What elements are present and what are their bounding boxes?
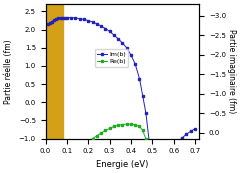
Bar: [46, 4, 63, 139]
Line: Im(b): Im(b): [47, 16, 196, 173]
Im(b): [172, 146, 175, 148]
Im(b): [149, 148, 152, 151]
Im(b): [181, 137, 184, 139]
Im(b): [176, 141, 179, 143]
Im(b): [57, 17, 60, 19]
X-axis label: Energie (eV): Energie (eV): [96, 160, 149, 169]
Im(b): [100, 25, 102, 27]
Im(b): [104, 28, 107, 30]
Re(b): [78, 146, 81, 148]
Legend: Im(b), Re(b): Im(b), Re(b): [95, 49, 128, 67]
Re(b): [144, 138, 147, 140]
Re(b): [74, 148, 77, 150]
Re(b): [95, 135, 98, 137]
Im(b): [63, 17, 66, 19]
Line: Re(b): Re(b): [47, 123, 196, 173]
Im(b): [91, 21, 94, 23]
Im(b): [144, 112, 147, 114]
Re(b): [117, 124, 120, 126]
Y-axis label: Partie imaginaire (fm): Partie imaginaire (fm): [227, 29, 236, 113]
Re(b): [70, 150, 73, 152]
Im(b): [78, 18, 81, 20]
Re(b): [141, 129, 144, 131]
Im(b): [48, 22, 51, 24]
Re(b): [46, 158, 49, 160]
Re(b): [57, 154, 60, 156]
Im(b): [59, 17, 62, 19]
Im(b): [121, 42, 124, 44]
Im(b): [70, 17, 73, 19]
Re(b): [83, 143, 85, 145]
Im(b): [55, 18, 58, 20]
Im(b): [189, 130, 192, 132]
Re(b): [138, 125, 141, 128]
Y-axis label: Partie réelle (fm): Partie réelle (fm): [4, 39, 13, 104]
Re(b): [91, 138, 94, 140]
Im(b): [51, 21, 54, 23]
Im(b): [108, 30, 111, 33]
Re(b): [112, 125, 115, 128]
Im(b): [46, 23, 49, 25]
Im(b): [193, 128, 196, 130]
Im(b): [61, 17, 64, 19]
Im(b): [185, 133, 188, 135]
Re(b): [125, 123, 128, 125]
Re(b): [121, 124, 124, 126]
Re(b): [63, 152, 66, 154]
Im(b): [164, 161, 167, 163]
Im(b): [130, 54, 132, 56]
Im(b): [138, 78, 141, 80]
Re(b): [55, 155, 58, 157]
Im(b): [83, 18, 85, 20]
Re(b): [51, 157, 54, 159]
Re(b): [59, 153, 62, 156]
Re(b): [108, 127, 111, 129]
Re(b): [100, 132, 102, 134]
Re(b): [193, 167, 196, 169]
Im(b): [95, 23, 98, 25]
Im(b): [87, 20, 90, 22]
Im(b): [168, 153, 171, 155]
Re(b): [87, 141, 90, 143]
Re(b): [189, 170, 192, 172]
Re(b): [48, 157, 51, 160]
Im(b): [141, 95, 144, 97]
Re(b): [130, 123, 132, 125]
Im(b): [74, 17, 77, 19]
Re(b): [61, 153, 64, 155]
Im(b): [134, 63, 137, 65]
Im(b): [53, 19, 55, 21]
Re(b): [104, 129, 107, 131]
Im(b): [117, 38, 120, 40]
Im(b): [125, 47, 128, 49]
Re(b): [149, 156, 152, 158]
Re(b): [53, 156, 55, 158]
Re(b): [134, 124, 137, 126]
Im(b): [66, 17, 68, 19]
Im(b): [112, 34, 115, 36]
Re(b): [66, 151, 68, 153]
